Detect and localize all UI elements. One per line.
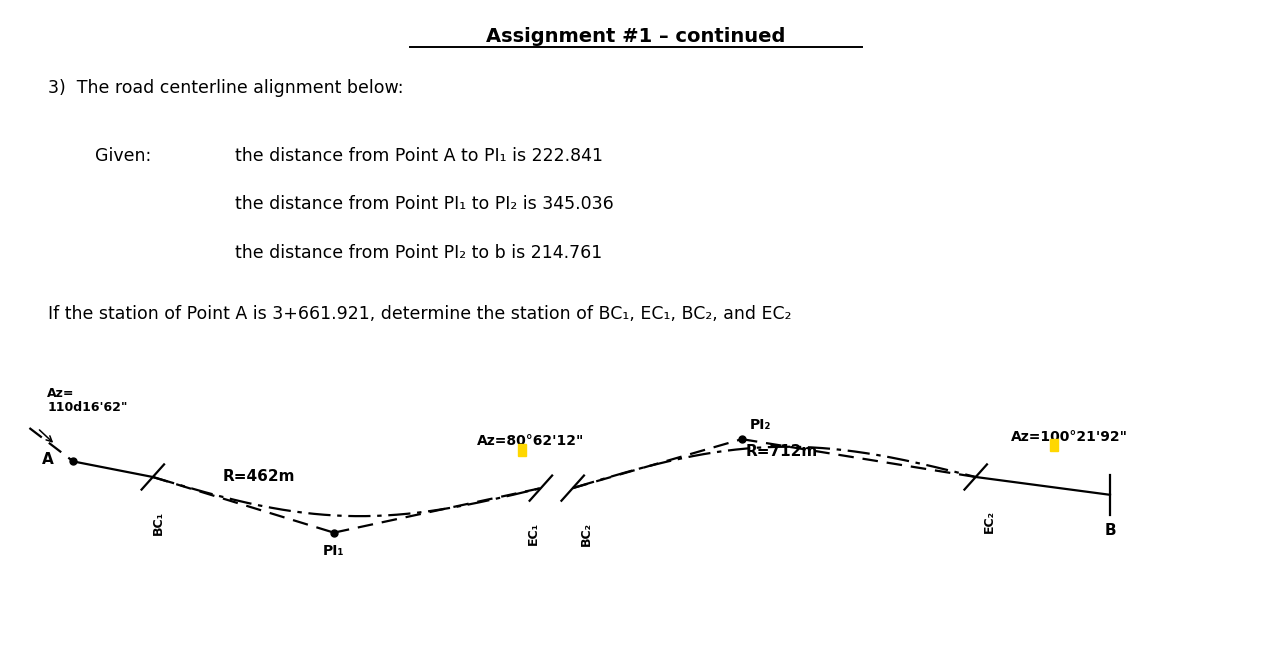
Text: 110d16'62": 110d16'62" <box>47 401 127 413</box>
Text: A: A <box>42 452 53 466</box>
Text: If the station of Point A is 3+661.921, determine the station of BC₁, EC₁, BC₂, : If the station of Point A is 3+661.921, … <box>48 305 792 323</box>
Text: BC₂: BC₂ <box>580 521 593 545</box>
Text: EC₁: EC₁ <box>527 521 539 545</box>
Text: PI₁: PI₁ <box>323 544 345 557</box>
Text: Az=: Az= <box>47 387 75 400</box>
Text: R=712m: R=712m <box>745 444 818 459</box>
Text: BC₁: BC₁ <box>153 510 165 534</box>
Text: R=462m: R=462m <box>223 469 295 484</box>
Text: EC₂: EC₂ <box>983 510 996 534</box>
Text: Az=100°21'92": Az=100°21'92" <box>1010 430 1127 444</box>
Bar <box>1051 439 1058 452</box>
Text: Assignment #1 – continued: Assignment #1 – continued <box>486 27 786 46</box>
Text: Given:: Given: <box>95 147 151 165</box>
Text: the distance from Point PI₂ to b is 214.761: the distance from Point PI₂ to b is 214.… <box>235 244 603 262</box>
Text: the distance from Point A to PI₁ is 222.841: the distance from Point A to PI₁ is 222.… <box>235 147 603 165</box>
Text: B: B <box>1104 523 1116 537</box>
Text: the distance from Point PI₁ to PI₂ is 345.036: the distance from Point PI₁ to PI₂ is 34… <box>235 195 614 213</box>
Bar <box>518 444 525 456</box>
Text: PI₂: PI₂ <box>749 419 771 432</box>
Text: Az=80°62'12": Az=80°62'12" <box>477 434 585 448</box>
Text: 3)  The road centerline alignment below:: 3) The road centerline alignment below: <box>48 79 403 97</box>
